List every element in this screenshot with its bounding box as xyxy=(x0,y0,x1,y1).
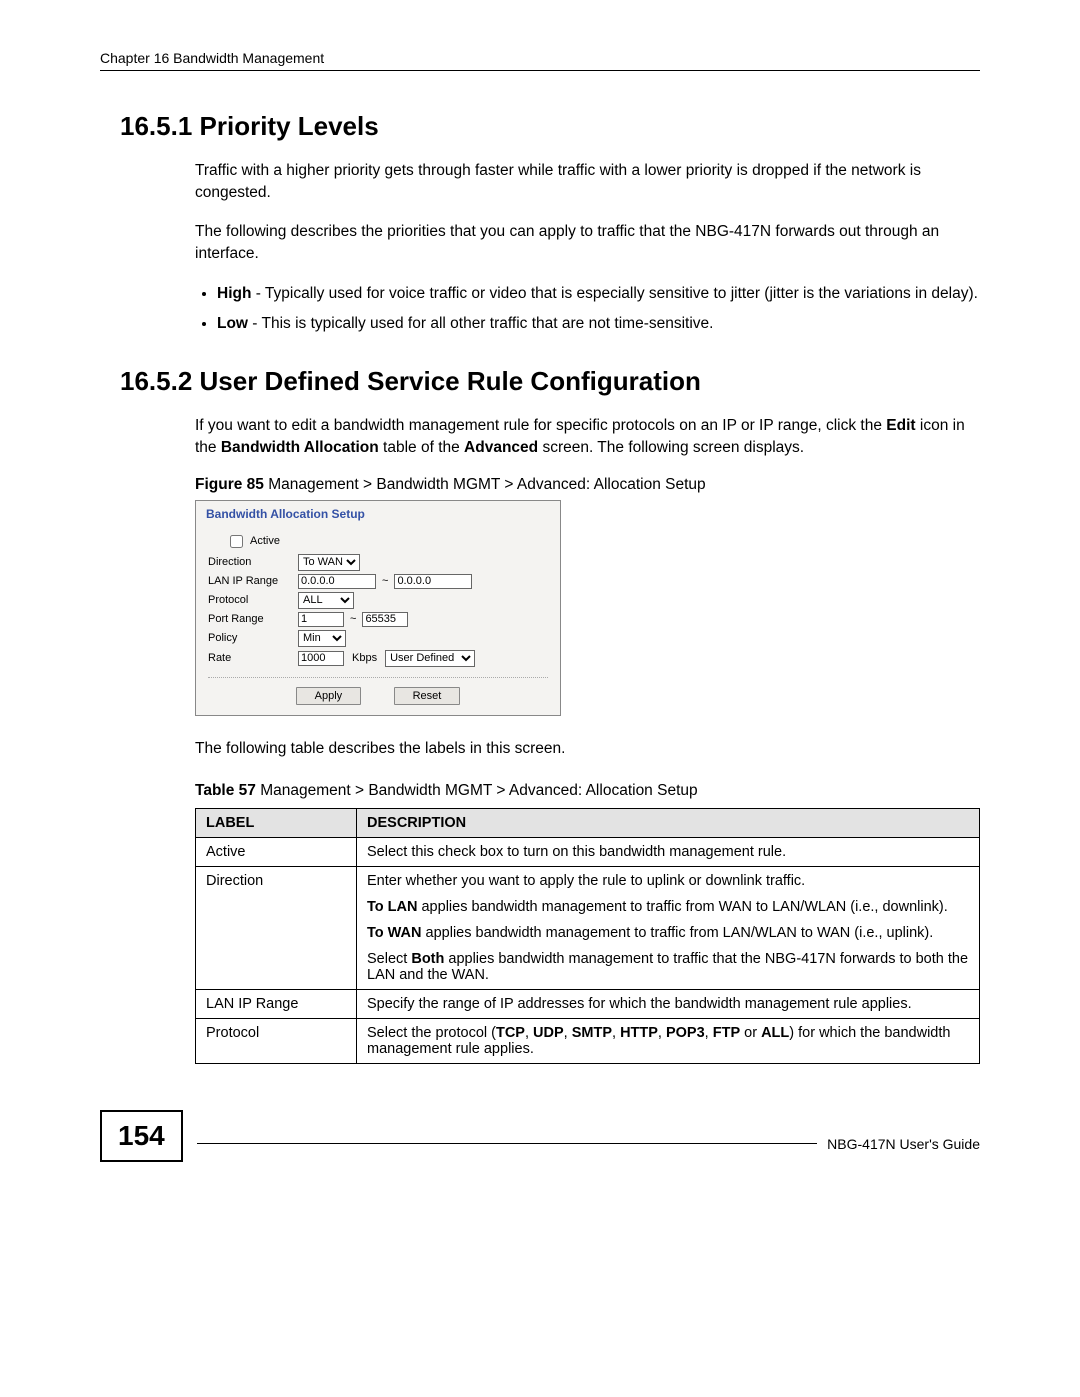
bullet-label: High xyxy=(217,285,251,302)
lan-ip-from-input[interactable] xyxy=(298,574,376,589)
table-row: Protocol Select the protocol (TCP, UDP, … xyxy=(196,1019,980,1064)
range-separator: ~ xyxy=(382,575,388,587)
port-from-input[interactable] xyxy=(298,612,344,627)
table-row: Active Select this check box to turn on … xyxy=(196,838,980,867)
table-cell-label: Active xyxy=(196,838,357,867)
table-cell-desc: Enter whether you want to apply the rule… xyxy=(357,867,980,990)
paragraph: Traffic with a higher priority gets thro… xyxy=(195,160,980,205)
table-caption: Table 57 Management > Bandwidth MGMT > A… xyxy=(195,782,980,800)
range-separator: ~ xyxy=(350,613,356,625)
table-cell-label: Direction xyxy=(196,867,357,990)
protocol-select[interactable]: ALL xyxy=(298,592,354,609)
rate-input[interactable] xyxy=(298,651,344,666)
active-checkbox[interactable] xyxy=(230,535,243,548)
reset-button[interactable]: Reset xyxy=(394,687,461,705)
figure-screenshot: Bandwidth Allocation Setup Active Direct… xyxy=(195,500,561,716)
page-footer: 154 NBG-417N User's Guide xyxy=(100,1110,980,1162)
figure-caption: Figure 85 Management > Bandwidth MGMT > … xyxy=(195,476,980,494)
direction-label: Direction xyxy=(208,556,298,568)
table-row: LAN IP Range Specify the range of IP add… xyxy=(196,990,980,1019)
rate-type-select[interactable]: User Defined xyxy=(385,650,475,667)
guide-name: NBG-417N User's Guide xyxy=(827,1136,980,1152)
paragraph: The following table describes the labels… xyxy=(195,738,980,760)
port-to-input[interactable] xyxy=(362,612,408,627)
section-heading-1: 16.5.1 Priority Levels xyxy=(120,111,980,142)
table-cell-label: LAN IP Range xyxy=(196,990,357,1019)
table-cell-desc: Select this check box to turn on this ba… xyxy=(357,838,980,867)
paragraph: The following describes the priorities t… xyxy=(195,221,980,266)
list-item: Low - This is typically used for all oth… xyxy=(217,312,980,336)
bullet-list: High - Typically used for voice traffic … xyxy=(195,282,980,336)
list-item: High - Typically used for voice traffic … xyxy=(217,282,980,306)
active-label: Active xyxy=(250,535,280,547)
protocol-label: Protocol xyxy=(208,594,298,606)
lan-ip-label: LAN IP Range xyxy=(208,575,298,587)
port-range-label: Port Range xyxy=(208,613,298,625)
section-heading-2: 16.5.2 User Defined Service Rule Configu… xyxy=(120,366,980,397)
rate-unit: Kbps xyxy=(352,652,377,664)
page-header: Chapter 16 Bandwidth Management xyxy=(100,50,980,71)
table-cell-desc: Select the protocol (TCP, UDP, SMTP, HTT… xyxy=(357,1019,980,1064)
apply-button[interactable]: Apply xyxy=(296,687,362,705)
figure-title: Bandwidth Allocation Setup xyxy=(196,501,560,525)
table-header-label: LABEL xyxy=(196,809,357,838)
table-row: Direction Enter whether you want to appl… xyxy=(196,867,980,990)
direction-select[interactable]: To WAN xyxy=(298,554,360,571)
bullet-text: - This is typically used for all other t… xyxy=(248,315,713,332)
rate-label: Rate xyxy=(208,652,298,664)
table-cell-label: Protocol xyxy=(196,1019,357,1064)
paragraph: If you want to edit a bandwidth manageme… xyxy=(195,415,980,460)
description-table: LABEL DESCRIPTION Active Select this che… xyxy=(195,808,980,1064)
policy-label: Policy xyxy=(208,632,298,644)
table-header-desc: DESCRIPTION xyxy=(357,809,980,838)
page-number: 154 xyxy=(100,1110,183,1162)
footer-rule xyxy=(197,1143,817,1144)
lan-ip-to-input[interactable] xyxy=(394,574,472,589)
policy-select[interactable]: Min xyxy=(298,630,346,647)
table-cell-desc: Specify the range of IP addresses for wh… xyxy=(357,990,980,1019)
bullet-label: Low xyxy=(217,315,248,332)
table-header-row: LABEL DESCRIPTION xyxy=(196,809,980,838)
bullet-text: - Typically used for voice traffic or vi… xyxy=(251,285,978,302)
